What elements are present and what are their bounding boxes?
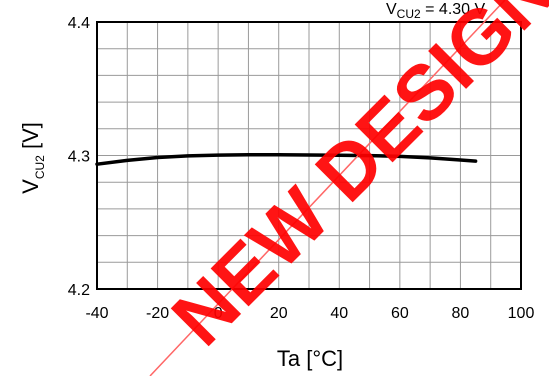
x-tick-label: 0 <box>214 305 223 322</box>
x-axis-title: Ta [°C] <box>277 346 343 371</box>
x-tick-label: 60 <box>391 305 409 322</box>
x-tick-label: 20 <box>270 305 288 322</box>
y-axis-title-sub: CU2 <box>33 155 47 179</box>
watermark-text: NEW DESIGN <box>155 0 549 362</box>
series-line-vcu2 <box>95 153 478 166</box>
y-axis-title: VCU2 [V] <box>18 122 47 194</box>
watermark-diagonal-line <box>149 0 506 376</box>
annotation-rest: = 4.30 V <box>421 1 486 18</box>
x-tick-label: 40 <box>330 305 348 322</box>
watermark: NEW DESIGN <box>149 0 549 376</box>
y-tick-label: 4.3 <box>68 149 90 166</box>
x-tick-label: 100 <box>508 305 535 322</box>
y-tick-labels: 4.2 4.3 4.4 <box>68 15 90 299</box>
y-tick-label: 4.4 <box>68 15 90 32</box>
y-tick-label: 4.2 <box>68 282 90 299</box>
y-axis-title-main: V <box>18 179 43 194</box>
x-tick-label: 80 <box>452 305 470 322</box>
y-axis-title-unit: [V] <box>18 122 43 155</box>
annotation-sub: CU2 <box>397 7 421 21</box>
x-tick-label: -40 <box>85 305 108 322</box>
x-tick-label: -20 <box>146 305 169 322</box>
annotation-prefix: V <box>386 1 397 18</box>
plot-frame <box>96 21 522 290</box>
x-tick-labels: -40 -20 0 20 40 60 80 100 <box>85 305 534 322</box>
condition-annotation: VCU2 = 4.30 V <box>386 1 486 21</box>
